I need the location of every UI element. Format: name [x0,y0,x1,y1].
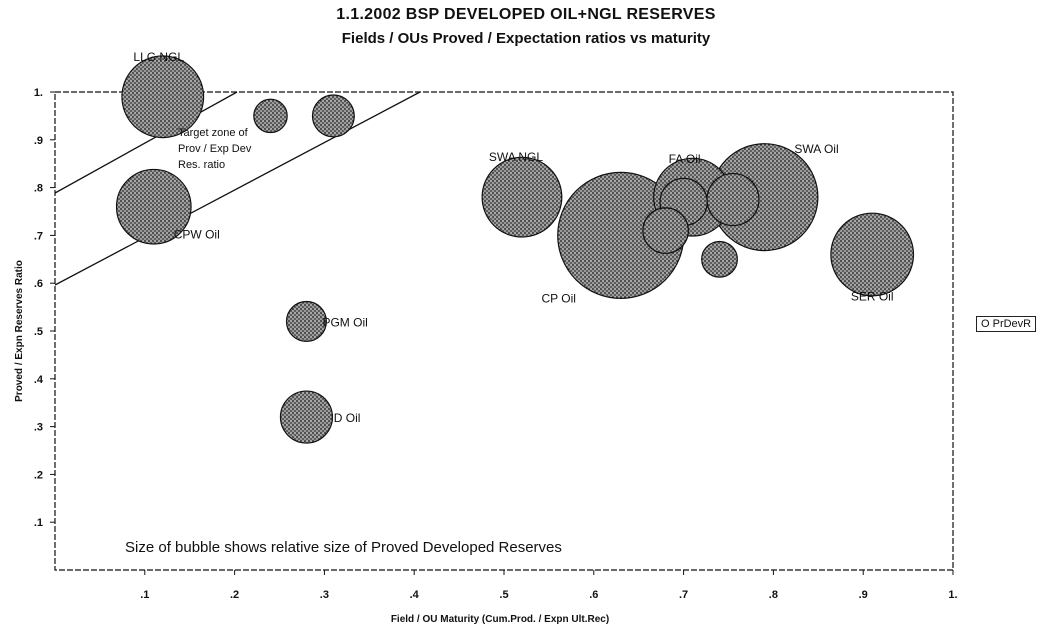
bubble-id-oil [279,390,334,444]
bubble-label-ser-oil: SER Oil [851,290,894,304]
y-tick-label: .1 [34,517,43,529]
y-tick-label: .3 [34,422,43,434]
x-tick-label: .9 [859,589,868,601]
x-tick-label: .1 [140,589,149,601]
bubble-unlabeled [706,172,760,227]
bubble-label-id-oil: ID Oil [330,411,360,425]
x-tick-label: .2 [230,589,239,601]
x-tick-label: .3 [320,589,329,601]
bubble-label-cp-oil: CP Oil [542,291,576,305]
bubble-swa-ngl [481,156,563,238]
bubble-label-pgm-oil: PGM Oil [322,315,367,329]
chart-subtitle: Fields / OUs Proved / Expectation ratios… [341,30,711,47]
x-tick-label: .5 [499,589,508,601]
bubble-unlabeled [701,240,738,278]
y-tick-label: .4 [34,374,44,386]
bubble-cpw-oil [115,168,192,245]
y-tick-label: .5 [34,326,43,338]
bubble-label-swa-ngl: SWA NGL [489,150,544,164]
y-tick-label: 1. [34,87,43,99]
x-tick-label: .4 [410,589,420,601]
x-tick-label: 1. [948,589,957,601]
y-tick-label: .6 [34,278,43,290]
bubble-label-llg-ngl: LLG NGL [133,50,184,64]
bubble-unlabeled [253,98,288,134]
x-tick-label: .7 [679,589,688,601]
legend: O PrDevR [976,316,1037,332]
target-zone-annotation: Target zone of Prov / Exp Dev Res. ratio [178,127,254,171]
chart-title: 1.1.2002 BSP DEVELOPED OIL+NGL RESERVES [336,6,716,23]
y-tick-label: .7 [34,230,43,242]
bubble-label-cpw-oil: CPW Oil [174,228,220,242]
bubble-size-note: Size of bubble shows relative size of Pr… [125,539,562,556]
bubble-llg-ngl [121,55,205,139]
y-tick-label: .2 [34,469,43,481]
y-axis-label: Proved / Expn Reserves Ratio [14,260,25,402]
y-tick-label: .9 [34,135,43,147]
y-tick-label: .8 [34,183,43,195]
bubble-pgm-oil [285,300,327,342]
bubble-ser-oil [830,212,915,297]
x-tick-label: .6 [589,589,598,601]
x-axis-label: Field / OU Maturity (Cum.Prod. / Expn Ul… [391,614,609,625]
bubble-label-fa-oil: FA Oil [669,152,701,166]
bubble-unlabeled [311,94,355,138]
target-zone-upper-line [55,92,238,194]
bubble-unlabeled [642,207,689,254]
legend-entry: O PrDevR [981,318,1032,330]
bubble-label-swa-oil: SWA Oil [794,142,838,156]
x-tick-label: .8 [769,589,778,601]
target-zone-lower-line [55,92,421,286]
